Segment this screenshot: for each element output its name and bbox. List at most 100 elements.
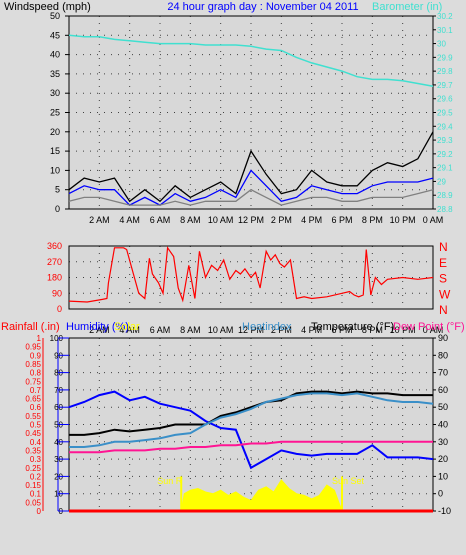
panel3-x-tick-label: 4 PM [301,325,322,335]
panel1-series-barometer [68,34,434,88]
panel1-left-tick-label: 50 [50,11,60,21]
panel3-temp-tick-label: 90 [438,333,448,343]
panel3-temp-tick-label: 20 [438,454,448,464]
panel2-direction-label: S [439,272,447,286]
panel1-right-tick-label: 29.1 [437,164,453,173]
panel2-left-tick-label: 270 [47,257,62,267]
panel1-x-tick-label: 8 AM [180,215,201,225]
panel1-left-tick-label: 0 [55,204,60,214]
panel1-right-tick-label: 29.3 [437,136,453,145]
panel3-rain-tick-label: 0.95 [25,343,41,352]
panel1-x-tick-label: 4 PM [301,215,322,225]
panel2-left-tick-label: 90 [52,288,62,298]
panel3-rain-tick-label: 0.5 [30,421,42,430]
panel3-rain-tick-label: 0.6 [30,403,42,412]
panel1-x-tick-label: 2 PM [271,215,292,225]
panel1-left-tick-label: 40 [50,50,60,60]
panel3-x-tick-label: 6 PM [331,325,352,335]
panel2-left-tick-label: 360 [47,241,62,251]
panel3-rain-tick-label: 0.15 [25,481,41,490]
panel3-rain-tick-label: 0.7 [30,386,42,395]
panel1-x-tick-label: 10 AM [208,215,234,225]
panel3-x-tick-label: 2 PM [271,325,292,335]
panel3-x-tick-label: 10 PM [390,325,416,335]
panel1-left-tick-label: 25 [50,108,60,118]
panel3-x-tick-label: 2 AM [89,325,110,335]
panel1-right-tick-label: 30.2 [437,12,453,21]
heatindex-axis-label: Heatindex [242,321,292,333]
panel1-right-tick-label: 30.1 [437,26,453,35]
panel2-direction-label: E [439,256,447,270]
panel1-series-wind-average [68,188,434,206]
panel3-x-tick-label: 10 AM [208,325,234,335]
panel3-temp-tick-label: 70 [438,368,448,378]
panel3-x-tick-label: 0 AM [423,325,444,335]
panel1-x-tick-label: 0 AM [423,215,444,225]
panel3-series-temperature [69,390,433,436]
panel3-rain-tick-label: 0.55 [25,412,41,421]
panel3-rain-tick-label: 0.25 [25,464,41,473]
panel3-temp-tick-label: -10 [438,506,451,516]
panel1-left-tick-label: 45 [50,30,60,40]
rainfall-axis-label: Rainfall (.in) [1,321,60,333]
panel3-x-tick-label: 6 AM [150,325,171,335]
temperature-axis-label: Temperature (°F) [311,321,394,333]
panel3-series-humidity [68,390,434,470]
panel3-series-dew-point [69,440,433,454]
panel3-rain-tick-label: 0.4 [30,438,42,447]
panel3-temp-tick-label: 80 [438,350,448,360]
panel2-left-tick-label: 180 [47,273,62,283]
panel2-direction-label: N [439,303,448,317]
panel1-series-wind-gust [68,131,434,203]
panel3-temp-tick-label: 0 [438,489,443,499]
panel1-x-tick-label: 12 PM [238,215,264,225]
panel2-left-tick-label: 0 [57,304,62,314]
panel1-right-tick-label: 28.9 [437,191,453,200]
panel1-right-tick-label: 29.7 [437,81,453,90]
panel1-x-tick-label: 2 AM [89,215,110,225]
panel3-rain-tick-label: 0.45 [25,429,41,438]
panel3-rain-tick-label: 0.2 [30,472,42,481]
panel1-right-tick-label: 29.4 [437,122,453,131]
panel3-x-tick-label: 8 PM [362,325,383,335]
solar-axis-label: Solar [114,321,140,333]
panel1-left-tick-label: 35 [50,69,60,79]
panel1-left-tick-label: 15 [50,146,60,156]
dewpoint-axis-label: Dew Point (°F) [393,321,465,333]
panel1-x-tick-label: 4 AM [119,215,140,225]
panel3-rain-tick-label: 0 [37,507,42,516]
panel1-left-axis-label: Windspeed (mph) [4,1,91,13]
panel1-left-tick-label: 5 [55,185,60,195]
panel1-x-tick-label: 10 PM [390,215,416,225]
panel2-series-wind-direction [68,246,434,303]
panel1-right-tick-label: 29.5 [437,109,453,118]
panel1-right-tick-label: 28.8 [437,205,453,214]
chart-title: 24 hour graph day : November 04 2011 [167,1,358,13]
panel3-rain-tick-label: 0.35 [25,446,41,455]
panel3-temp-tick-label: 10 [438,471,448,481]
panel1-right-tick-label: 29.9 [437,53,453,62]
panel1-x-tick-label: 6 PM [331,215,352,225]
panel1-left-tick-label: 30 [50,88,60,98]
panel1-x-tick-label: 8 PM [362,215,383,225]
panel3-rain-tick-label: 0.9 [30,351,42,360]
panel1-right-tick-label: 29 [437,177,446,186]
panel3-rain-tick-label: 1 [37,334,42,343]
panel2-direction-label: N [439,240,448,254]
panel3-x-tick-label: 4 AM [119,325,140,335]
panel1-right-tick-label: 30 [437,40,446,49]
panel3-temp-tick-label: 60 [438,385,448,395]
panel3-series-heatindex [69,392,434,448]
panel3-humidity-tick-label: 100 [50,334,64,343]
panel1-left-tick-label: 10 [50,165,60,175]
panel3-temp-tick-label: 50 [438,402,448,412]
panel1-right-tick-label: 29.2 [437,150,453,159]
panel1-left-tick-label: 20 [50,127,60,137]
panel3-rain-tick-label: 0.1 [30,490,42,499]
sunrise-label: Sun R [157,476,183,486]
panel3-temp-tick-label: 40 [438,420,448,430]
panel1-right-axis-label: Barometer (in) [372,1,442,13]
panel1-x-tick-label: 6 AM [150,215,171,225]
